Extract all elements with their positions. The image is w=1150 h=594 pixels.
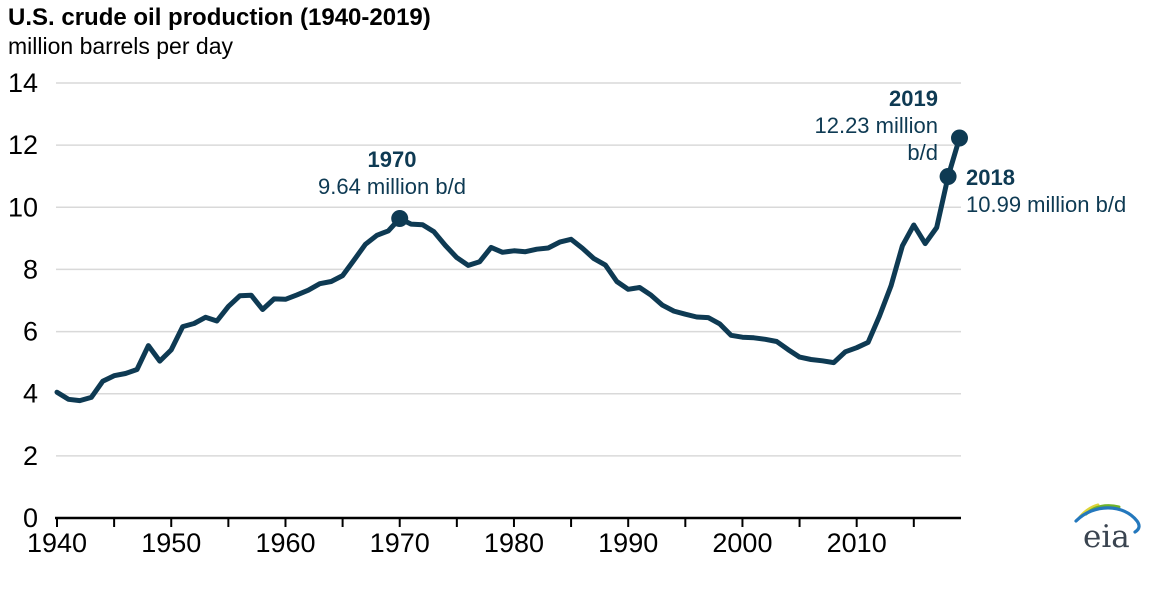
annotation-1970-year: 1970 [367, 147, 417, 172]
annotation-2018: 2018 10.99 million b/d [966, 164, 1126, 218]
x-tick-label-2000: 2000 [712, 528, 772, 558]
annotation-1970: 1970 9.64 million b/d [292, 146, 492, 200]
x-tick-label-1970: 1970 [370, 528, 430, 558]
y-tick-label-10: 10 [8, 192, 38, 222]
annotation-2019-year: 2019 [889, 86, 938, 111]
logo-blue-arc [1074, 506, 1141, 534]
chart-subtitle: million barrels per day [8, 33, 233, 59]
x-tick-label-1990: 1990 [598, 528, 658, 558]
x-tick-label-1980: 1980 [484, 528, 544, 558]
y-tick-label-0: 0 [23, 503, 38, 533]
chart-title: U.S. crude oil production (1940-2019) [8, 4, 431, 31]
y-tick-label-8: 8 [23, 254, 38, 284]
data-line [54, 135, 962, 404]
data-point-dot-1970 [391, 209, 409, 227]
eia-logo: eia [1074, 503, 1141, 555]
y-tick-label-2: 2 [23, 441, 38, 471]
y-tick-label-4: 4 [23, 379, 38, 409]
logo-text: eia [1083, 519, 1130, 555]
x-tick-label-1940: 1940 [27, 528, 87, 558]
data-point-dot-2019 [951, 129, 968, 147]
annotation-2019-value-line1: 12.23 million [814, 113, 938, 138]
x-tick-label-2010: 2010 [827, 528, 887, 558]
x-tick-label-1950: 1950 [141, 528, 201, 558]
x-tick-label-1960: 1960 [255, 528, 315, 558]
y-tick-label-12: 12 [8, 130, 38, 160]
annotation-2018-year: 2018 [966, 165, 1015, 190]
annotation-2019-value-line2: b/d [907, 140, 938, 165]
annotation-1970-value: 9.64 million b/d [318, 174, 466, 199]
annotation-2018-value: 10.99 million b/d [966, 192, 1127, 217]
data-point-dot-2018 [939, 168, 957, 186]
y-tick-label-14: 14 [8, 68, 38, 98]
y-tick-label-6: 6 [23, 317, 38, 347]
annotation-2019: 2019 12.23 million b/d [738, 85, 938, 166]
